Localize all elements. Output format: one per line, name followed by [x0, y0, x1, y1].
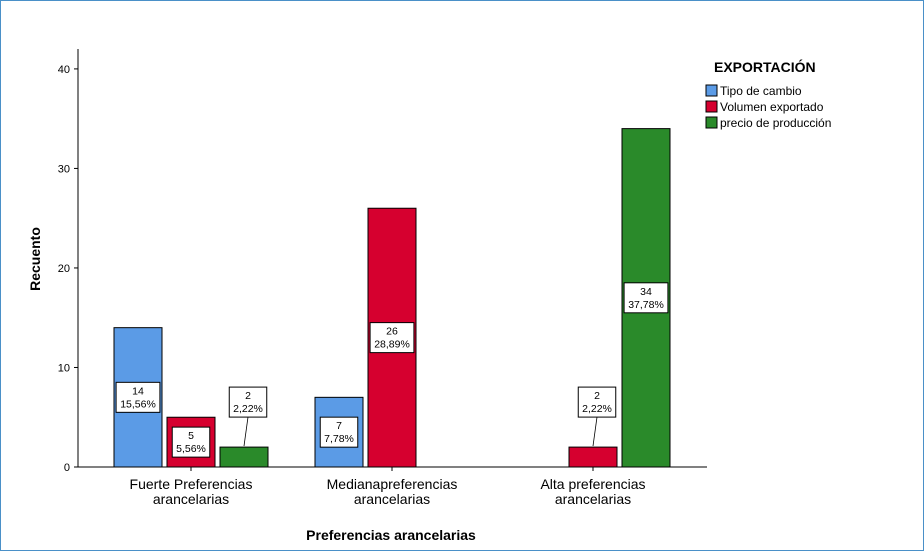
legend-title: EXPORTACIÓN: [714, 58, 816, 75]
legend: Tipo de cambio Volumen exportado precio de…: [705, 84, 831, 130]
data-label-leader: [592, 417, 598, 447]
data-label-leader: [243, 417, 249, 447]
data-label-percent: 2,22%: [233, 403, 263, 415]
data-label-box: [319, 416, 359, 448]
x-tick-label: arancelarias: [354, 491, 430, 507]
data-label-count: 5: [188, 430, 194, 442]
data-label-percent: 5,56%: [176, 443, 206, 455]
y-tick-label: 0: [64, 462, 70, 474]
data-label-box: [577, 386, 617, 418]
y-tick-label: 20: [58, 263, 70, 275]
data-label-box: [369, 322, 415, 354]
data-label-box: [115, 381, 161, 413]
legend-swatch: [705, 84, 718, 97]
x-axis-title: Preferencias arancelarias: [306, 527, 476, 543]
y-tick-label: 30: [58, 163, 70, 175]
data-label-percent: 37,78%: [628, 299, 664, 311]
data-label-percent: 7,78%: [324, 433, 354, 445]
data-label-box: [228, 386, 268, 418]
bar: [568, 446, 618, 468]
legend-label: precio de producción: [720, 116, 831, 130]
x-tick-label: Fuerte Preferencias: [130, 476, 253, 492]
x-tick-label: arancelarias: [555, 491, 631, 507]
data-label-box: [623, 282, 669, 314]
data-label-box: [171, 426, 211, 458]
legend-swatch: [705, 100, 718, 113]
data-label-count: 7: [336, 420, 342, 432]
data-label-count: 26: [386, 326, 398, 338]
legend-label: Tipo de cambio: [720, 84, 802, 98]
x-tick-label: Medianapreferencias: [327, 476, 458, 492]
legend-swatch: [705, 116, 718, 129]
y-tick-label: 10: [58, 362, 70, 374]
y-axis-title: Recuento: [27, 227, 43, 291]
data-label-count: 14: [132, 385, 144, 397]
x-tick-label: Alta preferencias: [540, 476, 645, 492]
legend-label: Volumen exportado: [720, 100, 824, 114]
data-label-percent: 28,89%: [374, 339, 410, 351]
y-tick-label: 40: [58, 64, 70, 76]
bar: [219, 446, 269, 468]
x-tick-label: arancelarias: [153, 491, 229, 507]
data-label-count: 34: [640, 286, 652, 298]
data-label-percent: 2,22%: [582, 403, 612, 415]
data-label-count: 2: [245, 390, 251, 402]
data-label-count: 2: [594, 390, 600, 402]
data-label-percent: 15,56%: [120, 398, 156, 410]
data-labels: 1415,56%77,78%55,56%2628,89%22,22%22,22%…: [115, 282, 669, 458]
